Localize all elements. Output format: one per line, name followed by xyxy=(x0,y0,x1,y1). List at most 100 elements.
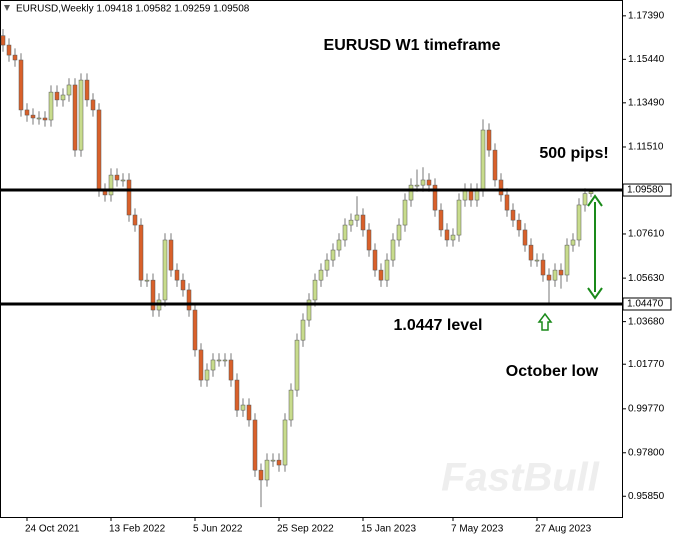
y-tick-label: 1.11510 xyxy=(628,142,664,153)
candle-body xyxy=(396,224,402,241)
candle-body xyxy=(312,279,318,301)
candle-body xyxy=(456,199,462,236)
candle-body xyxy=(54,91,60,101)
candle-body xyxy=(24,109,30,116)
candle-body xyxy=(30,114,36,119)
candle-body xyxy=(258,469,264,481)
candle-body xyxy=(192,309,198,351)
candle-body xyxy=(462,189,468,201)
annotation: EURUSD W1 timeframe xyxy=(324,37,501,54)
candle-body xyxy=(246,404,252,421)
candle-body xyxy=(576,204,582,241)
candle-body xyxy=(432,184,438,211)
y-tick-label: 0.97800 xyxy=(628,447,665,458)
x-tick-label: 24 Oct 2021 xyxy=(25,524,80,535)
candle-body xyxy=(90,99,96,111)
candle-body xyxy=(150,279,156,311)
candle-body xyxy=(78,79,84,151)
candle-body xyxy=(366,229,372,251)
candle-body xyxy=(180,279,186,291)
candle-body xyxy=(588,191,594,194)
x-tick-label: 27 Aug 2023 xyxy=(535,524,592,535)
candle-body xyxy=(0,35,6,46)
candle-body xyxy=(126,179,132,216)
candle-body xyxy=(228,359,234,381)
candle-body xyxy=(12,54,18,61)
candle-body xyxy=(72,84,78,151)
candle-body xyxy=(546,274,552,281)
candle-body xyxy=(336,239,342,251)
candle-body xyxy=(492,149,498,181)
candle-body xyxy=(6,44,12,56)
y-tick-label: 1.03680 xyxy=(628,316,665,327)
candle-body xyxy=(582,193,588,206)
y-tick-label: 1.01770 xyxy=(628,359,665,370)
candle-body xyxy=(210,359,216,371)
candle-body xyxy=(42,117,48,121)
candle-body xyxy=(108,174,114,196)
y-tick-label: 1.13490 xyxy=(628,97,665,108)
candle-body xyxy=(444,229,450,241)
plot-frame xyxy=(0,0,623,518)
level-label: 1.09580 xyxy=(627,185,664,196)
candle-body xyxy=(342,224,348,241)
candle-body xyxy=(570,239,576,246)
candle-body xyxy=(288,389,294,421)
candle-body xyxy=(498,179,504,196)
candle-body xyxy=(162,239,168,301)
candle-body xyxy=(174,269,180,281)
candle-body xyxy=(516,219,522,231)
candle-body xyxy=(522,229,528,246)
x-tick-label: 5 Jun 2022 xyxy=(193,524,243,535)
candle-body xyxy=(450,234,456,241)
candle-body xyxy=(276,459,282,466)
candle-body xyxy=(510,209,516,221)
candle-body xyxy=(132,214,138,226)
candle-body xyxy=(120,179,126,182)
candle-body xyxy=(138,224,144,281)
candle-body xyxy=(198,349,204,381)
candle-body xyxy=(318,269,324,281)
x-tick-label: 7 May 2023 xyxy=(451,524,504,535)
y-tick-label: 1.17390 xyxy=(628,10,665,21)
watermark: FastBull xyxy=(441,456,600,500)
candle-body xyxy=(324,259,330,271)
y-tick-label: 1.15440 xyxy=(628,54,665,65)
candle-body xyxy=(18,59,24,111)
candle-body xyxy=(420,179,426,186)
candle-body xyxy=(330,249,336,261)
candle-body xyxy=(534,259,540,262)
x-tick-label: 15 Jan 2023 xyxy=(361,524,416,535)
candle-body xyxy=(408,184,414,201)
candle-body xyxy=(84,79,90,101)
candle-body xyxy=(390,239,396,261)
candle-body xyxy=(204,369,210,381)
candle-body xyxy=(360,214,366,231)
candle-body xyxy=(282,419,288,466)
candle-body xyxy=(468,189,474,201)
candle-body xyxy=(48,91,54,121)
candle-body xyxy=(144,279,150,282)
candle-body xyxy=(558,269,564,276)
y-tick-label: 0.99770 xyxy=(628,403,665,414)
candle-body xyxy=(186,289,192,311)
header: EURUSD,Weekly 1.09418 1.09582 1.09259 1.… xyxy=(16,4,250,15)
candle-body xyxy=(474,189,480,201)
candle-body xyxy=(300,319,306,341)
up-arrow xyxy=(537,312,553,331)
y-tick-label: 1.07610 xyxy=(628,229,665,240)
candle-body xyxy=(552,269,558,281)
header-icon xyxy=(4,5,10,11)
x-tick-label: 13 Feb 2022 xyxy=(109,524,166,535)
candle-body xyxy=(294,339,300,391)
level-tag xyxy=(622,297,672,311)
candle-body xyxy=(216,359,222,362)
candle-body xyxy=(486,129,492,151)
candle-body xyxy=(438,209,444,231)
candle-body xyxy=(114,174,120,181)
candle-body xyxy=(354,214,360,221)
candle-body xyxy=(414,184,420,187)
annotation: 500 pips! xyxy=(539,145,608,162)
candle-body xyxy=(348,219,354,226)
